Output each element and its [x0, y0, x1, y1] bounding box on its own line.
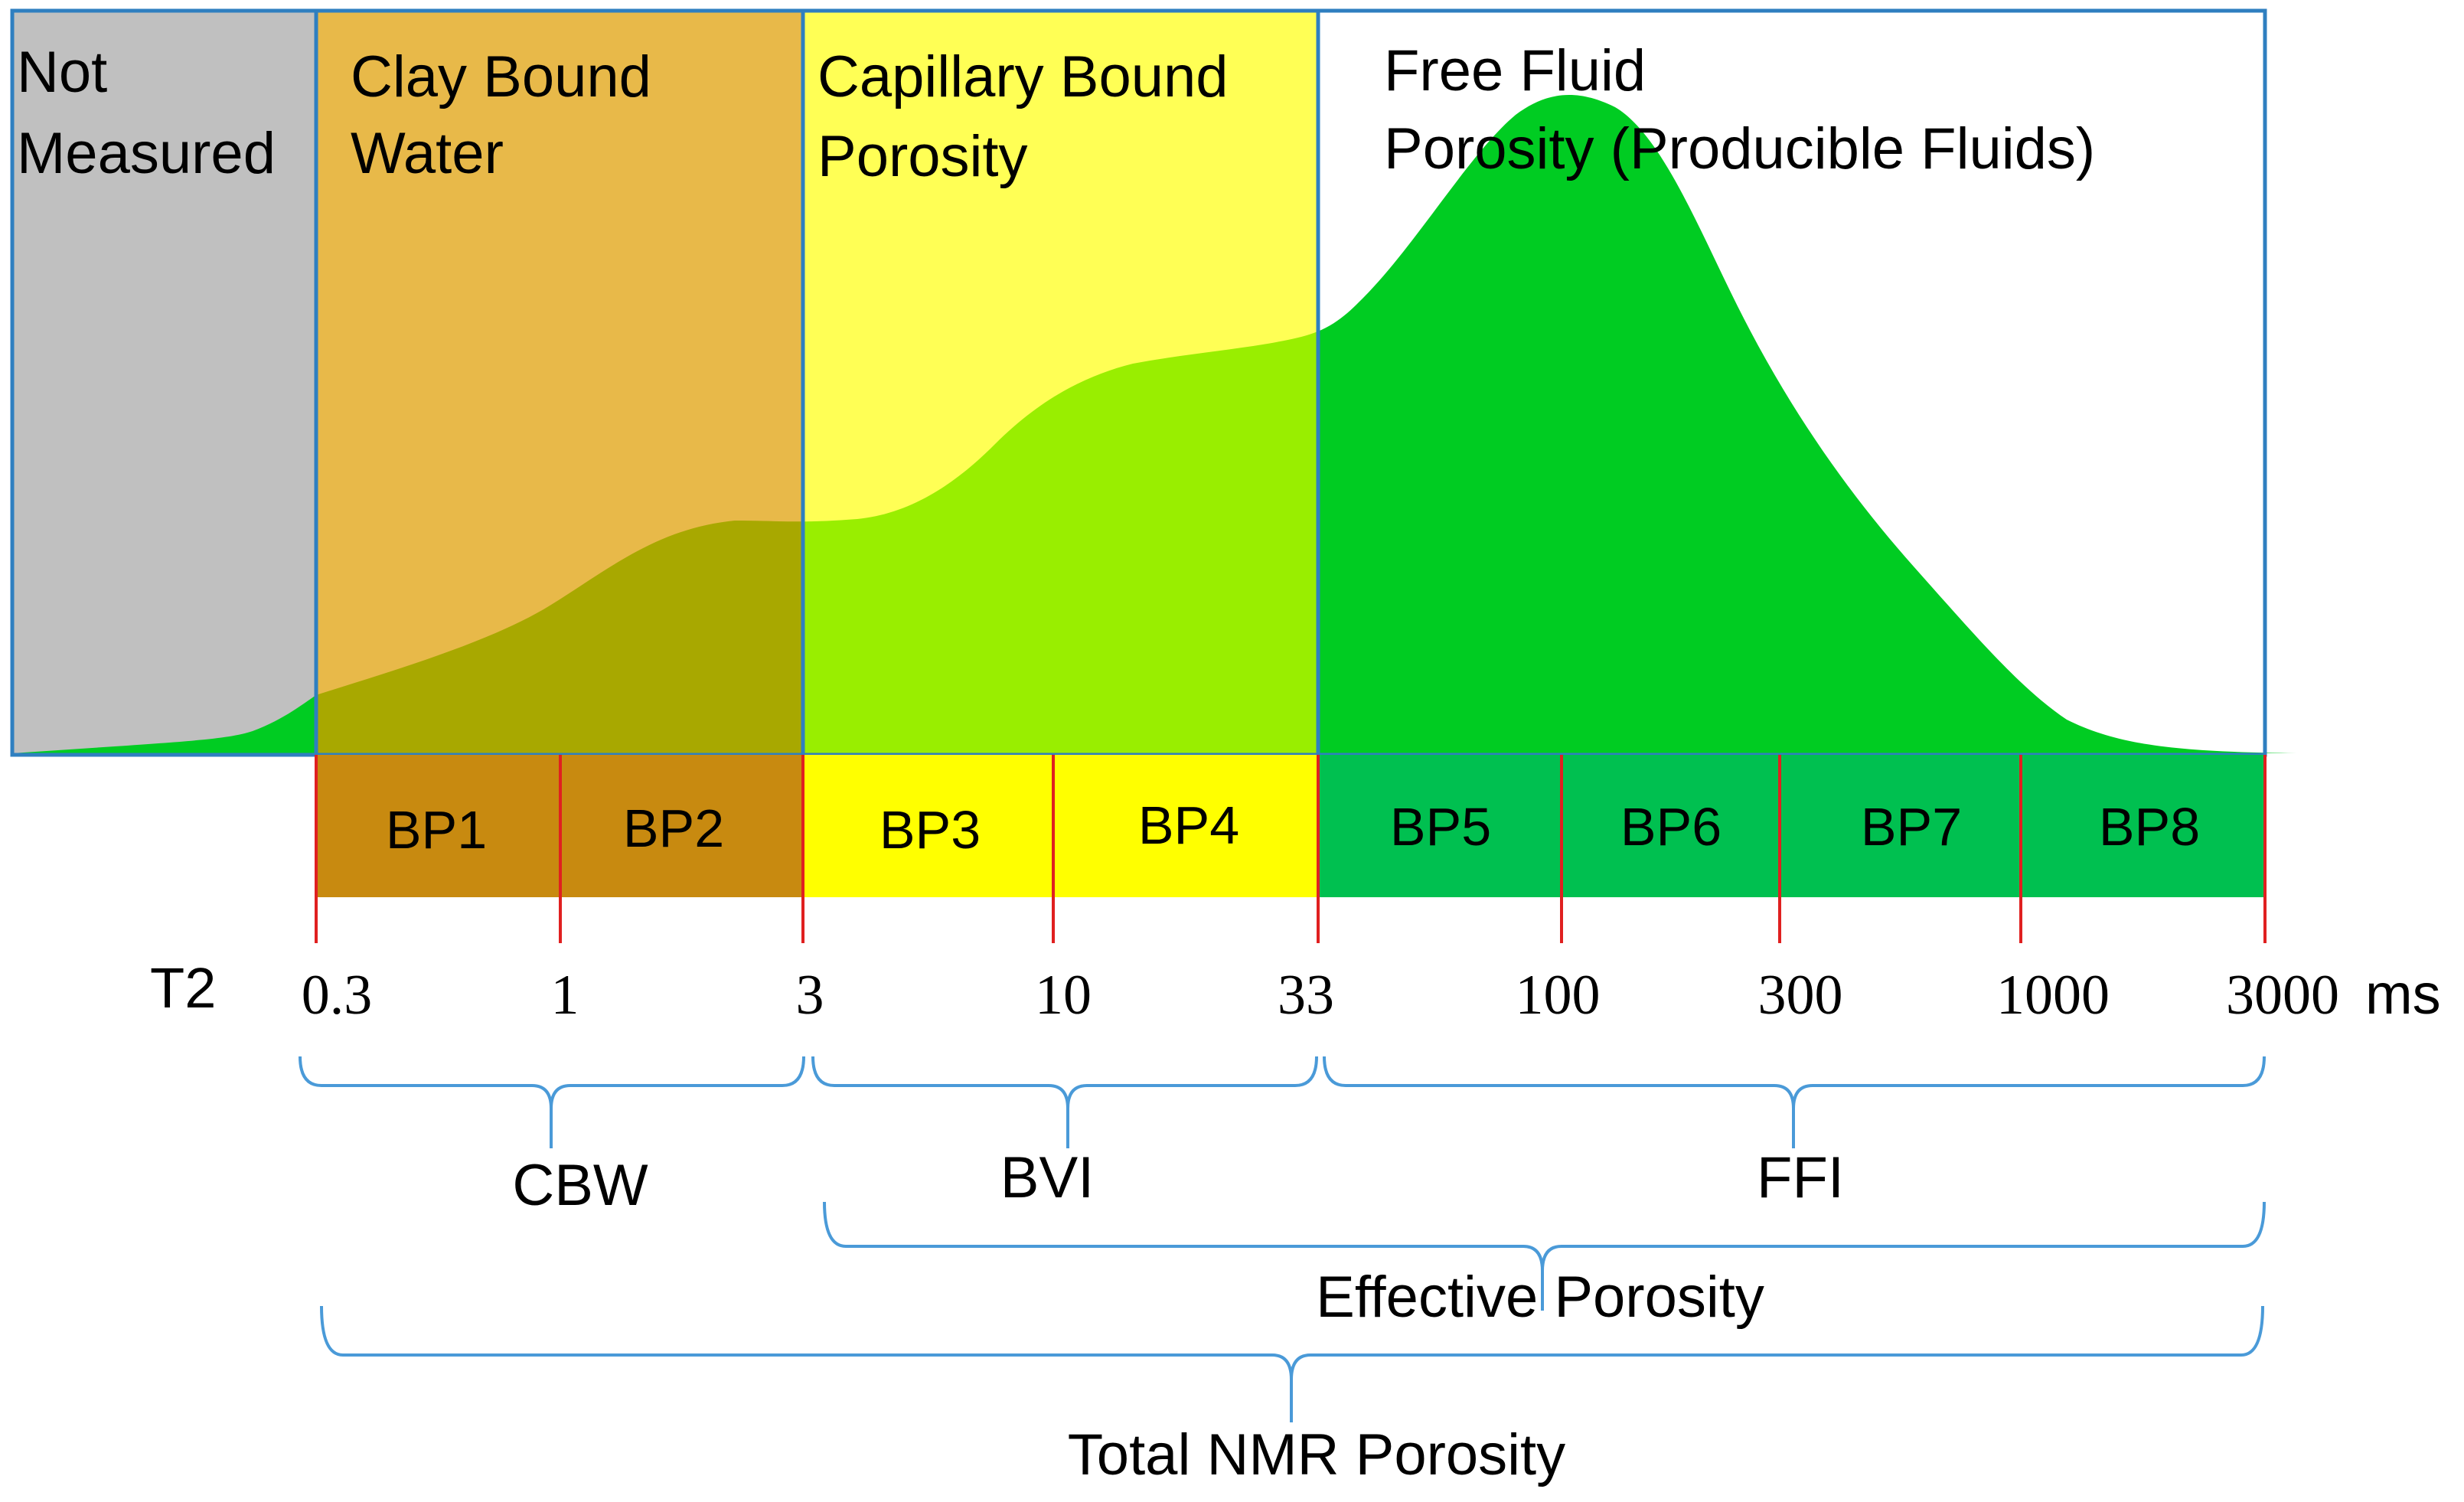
capillary-bound-label-line2: Porosity: [818, 124, 1028, 189]
bin-bp1: [316, 755, 560, 897]
tick-100: 100: [1516, 964, 1601, 1027]
tick-33: 33: [1278, 964, 1334, 1027]
capillary-curve-overlay: [803, 331, 1318, 755]
bin-label-bp7: BP7: [1861, 797, 1962, 857]
bin-bp5: [1318, 755, 1562, 897]
free-fluid-label-line1: Free Fluid: [1384, 38, 1646, 103]
effective-porosity-bracket: [823, 1201, 2266, 1311]
not-measured-label-line2: Measured: [17, 121, 276, 186]
bin-bp6: [1562, 755, 1780, 897]
cbw-bracket: [299, 1056, 805, 1148]
group-brackets: [299, 1056, 2266, 1422]
ffi-label: FFI: [1757, 1145, 1844, 1210]
clay-bound-label-line1: Clay Bound: [351, 44, 651, 109]
bin-label-bp4: BP4: [1138, 795, 1239, 855]
bvi-label: BVI: [1000, 1145, 1095, 1210]
total-porosity-bracket: [320, 1305, 2264, 1422]
bin-bp8: [2021, 755, 2265, 897]
tick-3: 3: [796, 964, 824, 1027]
bin-divider-ticks: [315, 755, 2267, 943]
tick-300: 300: [1758, 964, 1843, 1027]
not-measured-label-line1: Not: [17, 40, 107, 105]
bin-label-bp2: BP2: [623, 798, 724, 858]
clay-bound-label-line2: Water: [351, 121, 504, 186]
tick-3000: 3000: [2226, 964, 2339, 1027]
bin-bp2: [560, 755, 803, 897]
axis-name: T2: [150, 956, 216, 1020]
ffi-bracket: [1323, 1056, 2266, 1148]
capillary-bound-label-line1: Capillary Bound: [818, 44, 1229, 109]
bin-label-bp8: BP8: [2099, 797, 2200, 857]
free-fluid-label-line2: Porosity (Producible Fluids): [1384, 116, 2095, 181]
effective-porosity-label: Effective Porosity: [1316, 1265, 1764, 1330]
tick-0.3: 0.3: [302, 964, 373, 1027]
bin-label-bp5: BP5: [1390, 797, 1491, 857]
bin-bp4: [1053, 755, 1318, 897]
bvi-bracket: [811, 1056, 1318, 1148]
bin-label-bp3: BP3: [880, 800, 981, 860]
bin-label-bp1: BP1: [386, 800, 487, 860]
total-porosity-label: Total NMR Porosity: [1068, 1422, 1565, 1487]
bin-bp7: [1780, 755, 2021, 897]
bin-bp3: [803, 755, 1053, 897]
not-measured-zone: [12, 11, 316, 755]
bin-label-bp6: BP6: [1620, 797, 1722, 857]
tick-1: 1: [551, 964, 579, 1027]
tick-10: 10: [1035, 964, 1092, 1027]
clay-curve-overlay: [316, 521, 803, 755]
cbw-label: CBW: [512, 1153, 648, 1218]
axis-unit: ms: [2365, 962, 2441, 1026]
tick-1000: 1000: [1996, 964, 2110, 1027]
